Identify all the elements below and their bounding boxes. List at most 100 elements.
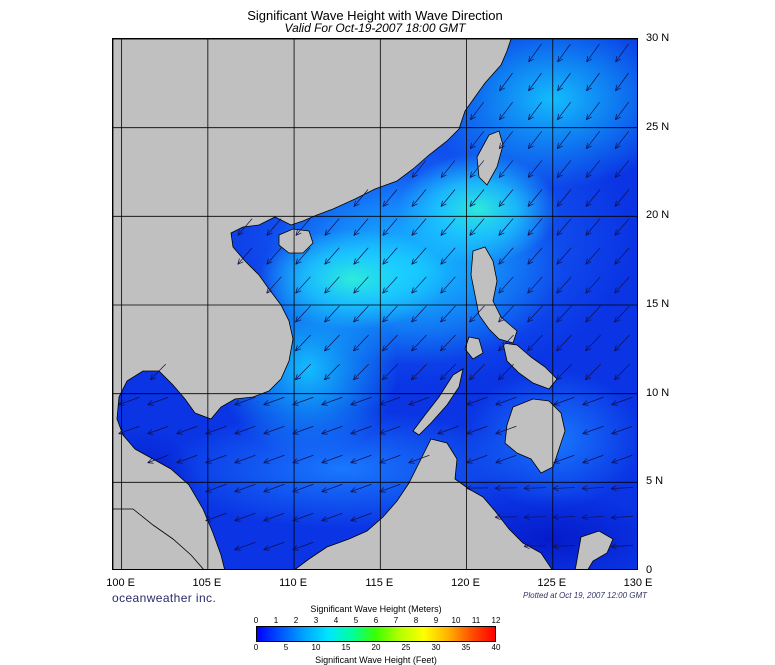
legend-tick-label: 8 xyxy=(413,616,419,625)
longitude-label: 115 E xyxy=(365,577,394,589)
wave-direction-arrow xyxy=(266,276,282,294)
wave-direction-arrowhead xyxy=(234,462,241,464)
wave-direction-arrowhead xyxy=(527,345,530,352)
wave-direction-arrowhead xyxy=(266,261,273,265)
wave-direction-arrowhead xyxy=(556,229,559,236)
wave-direction-arrowhead xyxy=(350,404,357,406)
wave-direction-arrowhead xyxy=(324,345,327,352)
wave-direction-arrowhead xyxy=(498,261,505,265)
wave-direction-arrow xyxy=(527,131,543,149)
plotted-time: Plotted at Oct 19, 2007 12:00 GMT xyxy=(523,591,648,600)
wave-direction-arrowhead xyxy=(411,348,418,352)
wave-direction-arrowhead xyxy=(321,491,328,493)
wave-direction-arrow xyxy=(557,102,571,120)
wave-direction-arrowhead xyxy=(411,200,414,207)
wave-direction-arrow xyxy=(469,131,485,149)
wave-direction-arrowhead xyxy=(556,174,563,178)
wave-direction-arrowhead xyxy=(523,487,530,492)
wave-direction-arrowhead xyxy=(323,374,327,380)
wave-direction-arrow xyxy=(440,247,456,265)
wave-direction-arrow xyxy=(495,425,517,435)
wave-direction-arrow xyxy=(498,305,514,323)
wave-direction-arrowhead xyxy=(382,348,389,352)
wave-direction-arrow xyxy=(295,363,311,381)
wave-direction-arrowhead xyxy=(324,319,331,323)
wave-direction-arrowhead xyxy=(176,458,182,464)
luzon-island xyxy=(470,246,518,344)
wave-map-canvas xyxy=(113,39,637,569)
wave-direction-arrowhead xyxy=(614,287,617,294)
wave-direction-arrowhead xyxy=(582,404,589,406)
wave-direction-arrow xyxy=(585,131,601,149)
legend-tick-label: 11 xyxy=(471,616,481,625)
wave-direction-arrow xyxy=(469,189,485,207)
wave-direction-arrowhead xyxy=(234,520,241,522)
wave-direction-arrowhead xyxy=(292,429,298,435)
wave-direction-arrow xyxy=(321,396,343,406)
wave-direction-arrowhead xyxy=(556,287,559,294)
wave-direction-arrow xyxy=(582,425,604,435)
wave-direction-arrowhead xyxy=(234,433,241,435)
wave-direction-arrowhead xyxy=(382,290,389,294)
wave-direction-arrow xyxy=(353,218,369,236)
wave-direction-arrowhead xyxy=(411,319,418,323)
wave-direction-arrow xyxy=(263,541,285,551)
wave-direction-arrowhead xyxy=(499,84,502,91)
wave-direction-arrowhead xyxy=(411,290,418,294)
wave-direction-arrow xyxy=(498,160,514,178)
wave-direction-arrow xyxy=(586,72,600,92)
wave-direction-arrowhead xyxy=(527,229,530,236)
wave-direction-arrowhead xyxy=(147,404,154,406)
wave-direction-arrow xyxy=(237,247,253,265)
wave-direction-arrow xyxy=(615,102,629,120)
wave-direction-arrowhead xyxy=(610,514,617,518)
wave-direction-arrowhead xyxy=(586,58,593,63)
wave-direction-arrowhead xyxy=(528,116,534,121)
wave-direction-arrowhead xyxy=(466,458,472,464)
wave-direction-arrowhead xyxy=(498,287,501,294)
wave-direction-arrowhead xyxy=(498,174,505,178)
wave-direction-arrow xyxy=(610,487,634,489)
map-title: Significant Wave Height with Wave Direct… xyxy=(247,8,503,23)
wave-direction-arrowhead xyxy=(381,374,385,380)
wave-direction-arrowhead xyxy=(352,374,356,380)
wave-direction-arrowhead xyxy=(494,514,501,518)
wave-direction-arrowhead xyxy=(234,400,240,406)
wave-direction-arrowhead xyxy=(205,458,211,464)
wave-direction-arrowhead xyxy=(350,491,357,493)
wave-direction-arrow xyxy=(292,425,314,435)
wave-direction-arrowhead xyxy=(118,433,125,435)
wave-direction-arrowhead xyxy=(527,319,534,323)
wave-direction-arrowhead xyxy=(205,520,212,522)
wave-direction-arrowhead xyxy=(234,545,240,551)
wave-direction-arrowhead xyxy=(498,377,505,381)
wave-direction-arrowhead xyxy=(553,462,560,464)
wave-direction-arrowhead xyxy=(582,462,589,464)
wave-direction-arrowhead xyxy=(205,487,211,493)
wave-direction-arrowhead xyxy=(614,290,621,294)
wave-direction-arrow xyxy=(147,454,169,464)
brand-logo-text: oceanweather inc. xyxy=(112,591,217,605)
wave-direction-arrow xyxy=(382,189,398,207)
wave-direction-arrowhead xyxy=(295,261,302,265)
wave-direction-arrowhead xyxy=(469,142,472,149)
wave-direction-arrowhead xyxy=(205,491,212,493)
wave-direction-arrowhead xyxy=(292,404,299,406)
wave-direction-arrowhead xyxy=(321,404,328,406)
wave-direction-arrowhead xyxy=(498,229,501,236)
wave-direction-arrow xyxy=(556,305,572,323)
wave-direction-arrow xyxy=(585,276,601,294)
wave-direction-arrowhead xyxy=(582,433,589,435)
wave-direction-arrow xyxy=(557,43,571,63)
wave-direction-arrowhead xyxy=(324,232,331,236)
wave-direction-arrowhead xyxy=(585,174,592,178)
wave-direction-arrowhead xyxy=(556,377,563,381)
wave-direction-arrowhead xyxy=(234,487,240,493)
wave-direction-arrowhead xyxy=(324,377,331,381)
wave-direction-arrow xyxy=(437,425,459,435)
wave-direction-arrowhead xyxy=(614,319,621,323)
wave-direction-arrowhead xyxy=(440,232,447,236)
wave-direction-arrowhead xyxy=(613,374,617,380)
wave-direction-arrowhead xyxy=(585,287,588,294)
wave-direction-arrow xyxy=(614,276,630,294)
